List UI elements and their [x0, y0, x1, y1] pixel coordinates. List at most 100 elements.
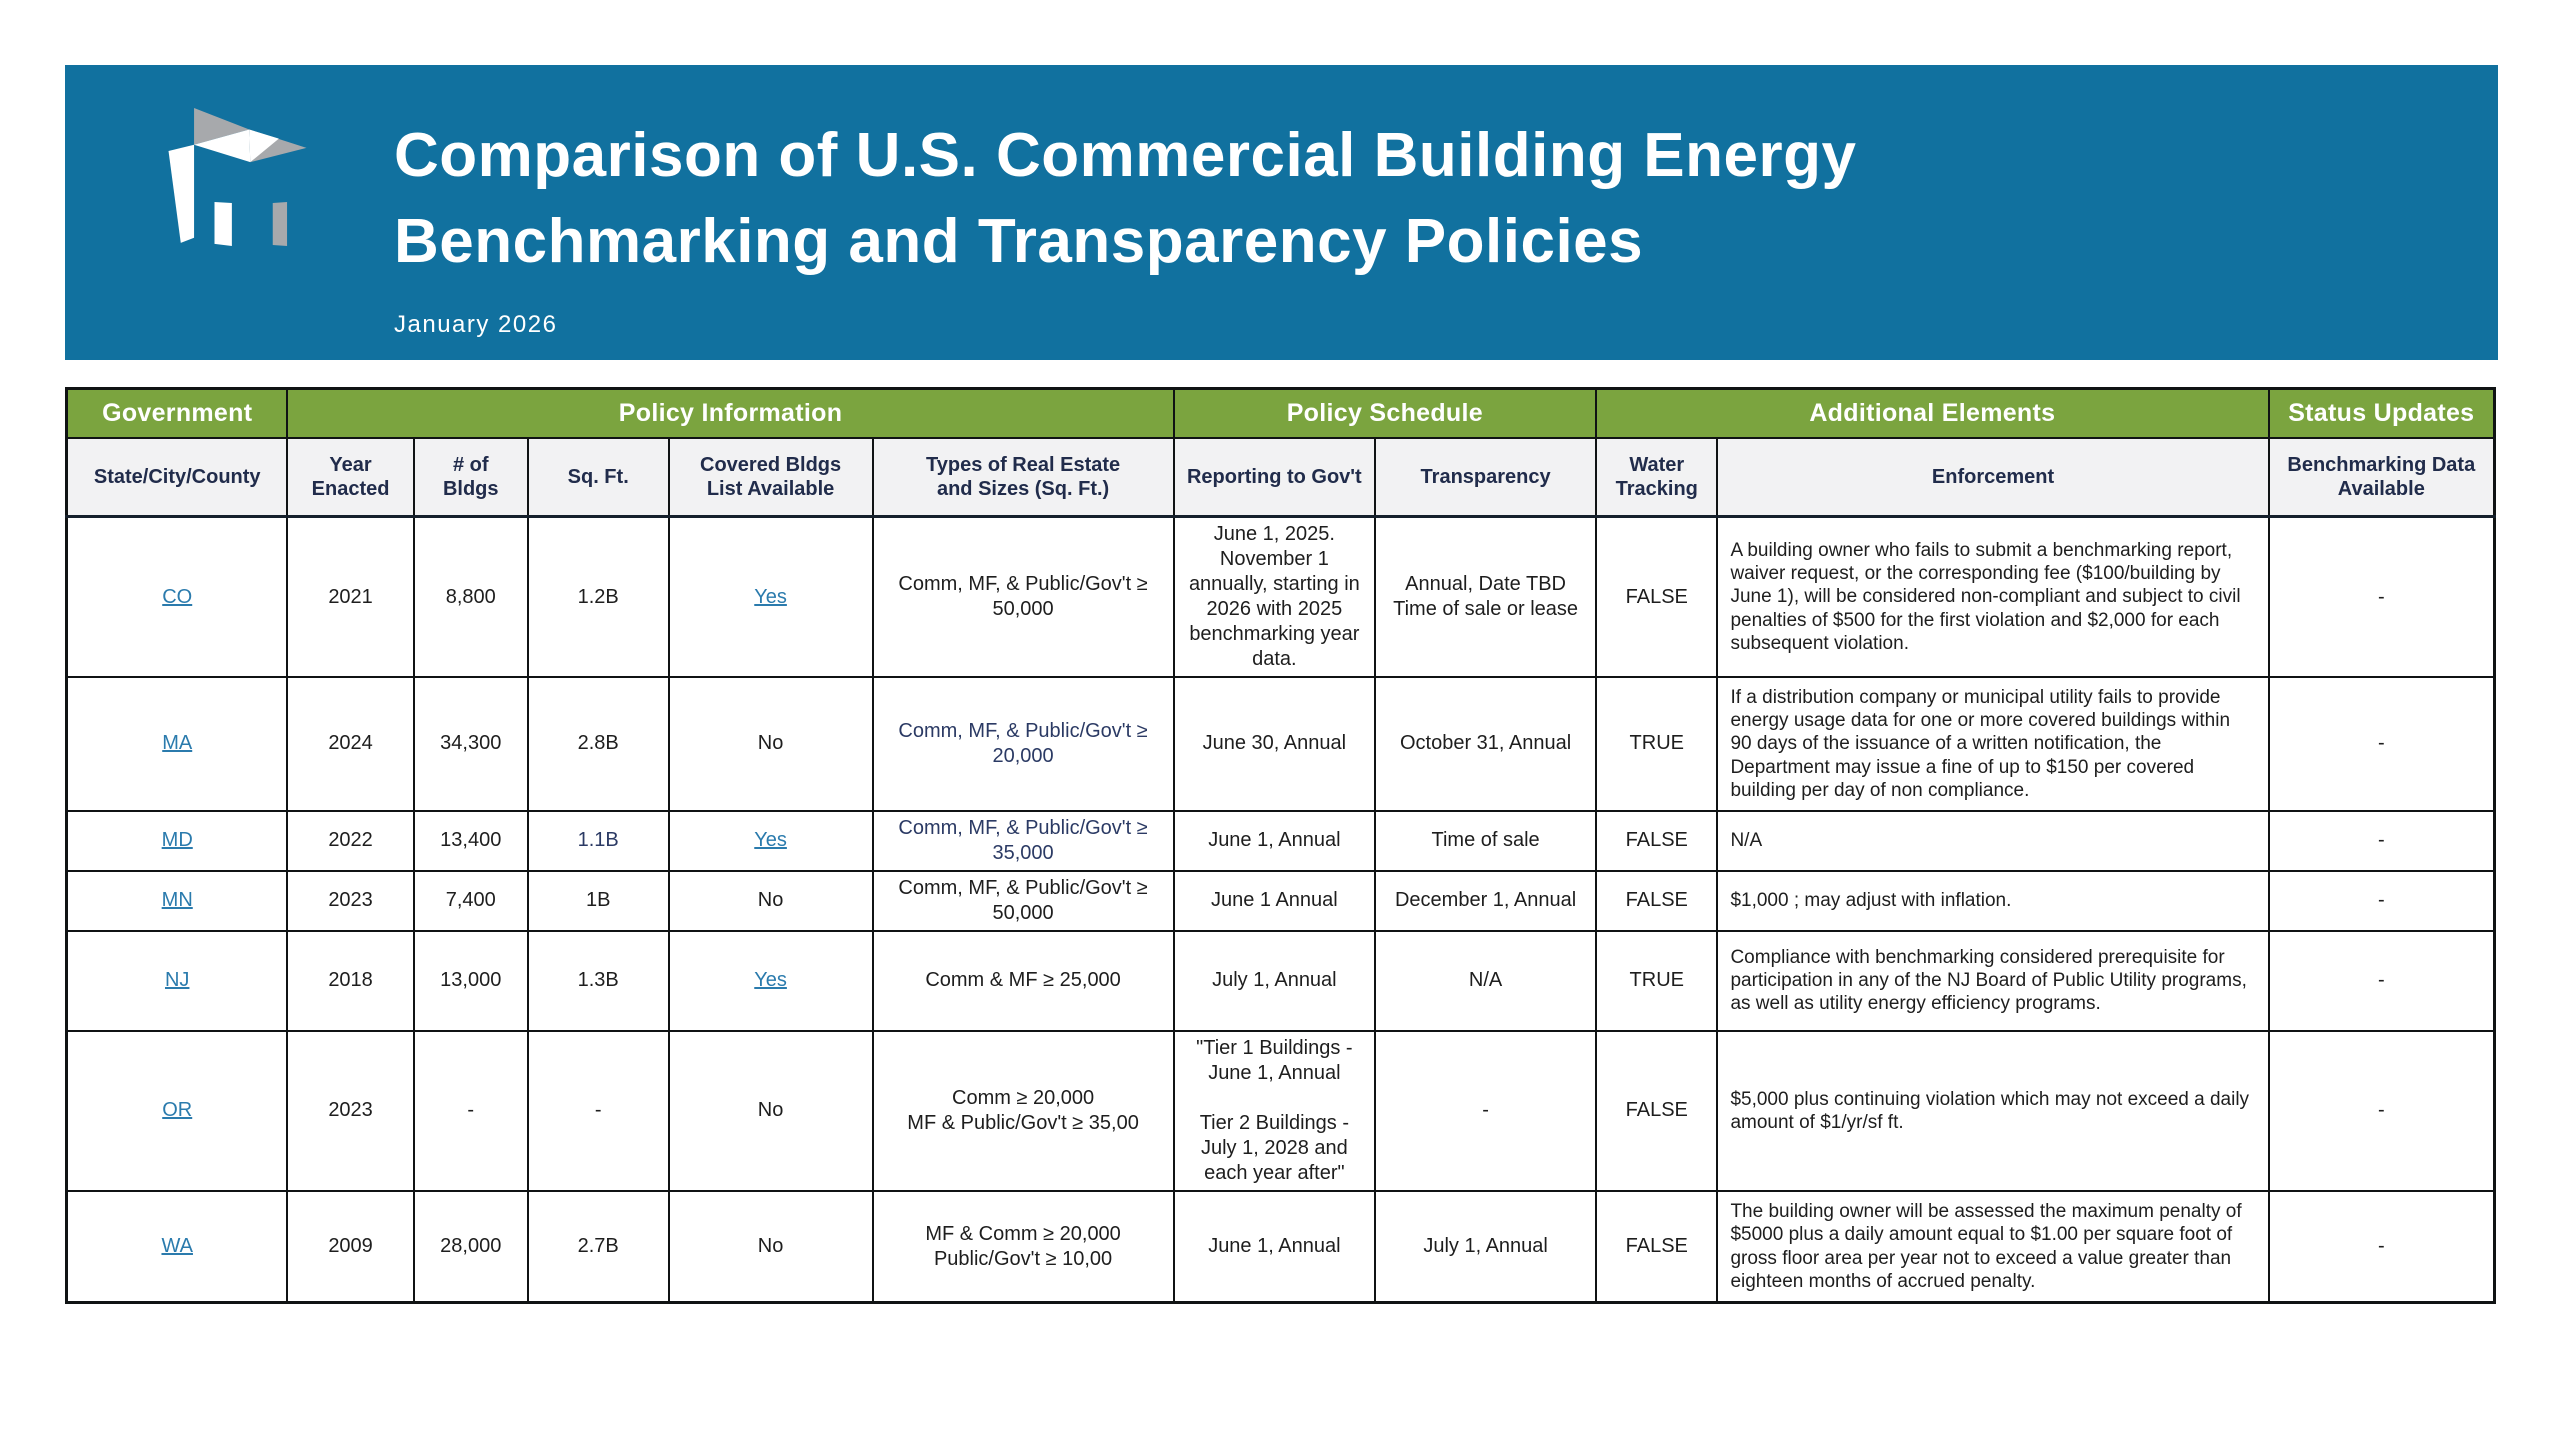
state-link[interactable]: NJ — [164, 969, 190, 992]
cell-state: MD — [65, 809, 289, 872]
cell-state: NJ — [65, 929, 289, 1032]
page-title-line2: Benchmarking and Transparency Policies — [394, 207, 1644, 276]
cell-benchmarking-data: - — [2267, 676, 2496, 812]
cell-types: Comm & MF ≥ 25,000 — [871, 929, 1175, 1032]
col-header-sq-ft: Sq. Ft. — [526, 436, 670, 518]
cell-types: MF & Comm ≥ 20,000 Public/Gov't ≥ 10,00 — [871, 1189, 1175, 1304]
cell-covered-bldgs: No — [667, 676, 874, 812]
state-link[interactable]: OR — [162, 1099, 193, 1122]
col-header-reporting: Reporting to Gov't — [1172, 436, 1377, 518]
cell-benchmarking-data: - — [2267, 515, 2496, 678]
cell-enforcement: A building owner who fails to submit a b… — [1716, 515, 2270, 678]
cell-enforcement: $5,000 plus continuing violation which m… — [1716, 1029, 2270, 1192]
cell-benchmarking-data: - — [2267, 1029, 2496, 1192]
cell-types: Comm, MF, & Public/Gov't ≥ 50,000 — [871, 515, 1175, 678]
cell-transparency: December 1, Annual — [1374, 869, 1598, 932]
cell-state: MN — [65, 869, 289, 932]
cell-reporting: June 1, Annual — [1172, 809, 1377, 872]
cell-transparency: N/A — [1374, 929, 1598, 1032]
covered-list-value: No — [757, 889, 784, 912]
col-header-state: State/City/County — [65, 436, 289, 518]
state-link[interactable]: WA — [161, 1235, 193, 1258]
cell-transparency: Annual, Date TBD Time of sale or lease — [1374, 515, 1598, 678]
cell-sq-ft: 1.3B — [526, 929, 670, 1032]
cell-num-bldgs: 7,400 — [412, 869, 529, 932]
state-link[interactable]: MA — [162, 732, 193, 755]
cell-state: MA — [65, 676, 289, 812]
cell-benchmarking-data: - — [2267, 809, 2496, 872]
table-row: CO 2021 8,800 1.2B Yes Comm, MF, & Publi… — [65, 515, 2496, 678]
cell-state: OR — [65, 1029, 289, 1192]
cell-sq-ft: 1.2B — [526, 515, 670, 678]
cell-num-bldgs: 8,800 — [412, 515, 529, 678]
cell-year-enacted: 2021 — [286, 515, 415, 678]
covered-list-link[interactable]: Yes — [754, 829, 787, 852]
cell-water-tracking: FALSE — [1595, 809, 1719, 872]
cell-benchmarking-data: - — [2267, 869, 2496, 932]
cell-transparency: October 31, Annual — [1374, 676, 1598, 812]
group-header-status-updates: Status Updates — [2267, 387, 2496, 439]
cell-benchmarking-data: - — [2267, 929, 2496, 1032]
cell-year-enacted: 2018 — [286, 929, 415, 1032]
state-link[interactable]: MD — [161, 829, 193, 852]
col-header-water-tracking: Water Tracking — [1595, 436, 1719, 518]
cell-types: Comm, MF, & Public/Gov't ≥ 20,000 — [871, 676, 1175, 812]
cell-covered-bldgs: Yes — [667, 515, 874, 678]
policy-table: Government Policy Information Policy Sch… — [65, 387, 2496, 1305]
cell-reporting: June 1 Annual — [1172, 869, 1377, 932]
cell-year-enacted: 2023 — [286, 869, 415, 932]
cell-water-tracking: FALSE — [1595, 1189, 1719, 1304]
cell-water-tracking: TRUE — [1595, 929, 1719, 1032]
state-link[interactable]: CO — [162, 585, 193, 608]
cell-enforcement: $1,000 ; may adjust with inflation. — [1716, 869, 2270, 932]
table-row: WA 2009 28,000 2.7B No MF & Comm ≥ 20,00… — [65, 1189, 2496, 1304]
cell-reporting: June 30, Annual — [1172, 676, 1377, 812]
cell-transparency: - — [1374, 1029, 1598, 1192]
title-banner: Comparison of U.S. Commercial Building E… — [65, 65, 2498, 360]
cell-sq-ft: 2.8B — [526, 676, 670, 812]
cell-benchmarking-data: - — [2267, 1189, 2496, 1304]
cell-reporting: June 1, Annual — [1172, 1189, 1377, 1304]
cell-enforcement: The building owner will be assessed the … — [1716, 1189, 2270, 1304]
cell-year-enacted: 2024 — [286, 676, 415, 812]
cell-water-tracking: FALSE — [1595, 1029, 1719, 1192]
cell-covered-bldgs: Yes — [667, 929, 874, 1032]
covered-list-link[interactable]: Yes — [754, 585, 787, 608]
cell-enforcement: N/A — [1716, 809, 2270, 872]
covered-list-link[interactable]: Yes — [754, 969, 787, 992]
table-row: NJ 2018 13,000 1.3B Yes Comm & MF ≥ 25,0… — [65, 929, 2496, 1032]
cell-state: CO — [65, 515, 289, 678]
cell-sq-ft: 1B — [526, 869, 670, 932]
state-link[interactable]: MN — [161, 889, 193, 912]
cell-sq-ft: 1.1B — [526, 809, 670, 872]
cell-num-bldgs: 28,000 — [412, 1189, 529, 1304]
cell-num-bldgs: 13,400 — [412, 809, 529, 872]
cell-types: Comm, MF, & Public/Gov't ≥ 50,000 — [871, 869, 1175, 932]
group-header-row: Government Policy Information Policy Sch… — [65, 387, 2496, 439]
cell-covered-bldgs: No — [667, 1189, 874, 1304]
col-header-num-bldgs: # of Bldgs — [412, 436, 529, 518]
table-row: MA 2024 34,300 2.8B No Comm, MF, & Publi… — [65, 676, 2496, 812]
cell-enforcement: If a distribution company or municipal u… — [1716, 676, 2270, 812]
cell-reporting: "Tier 1 Buildings - June 1, Annual Tier … — [1172, 1029, 1377, 1192]
cell-year-enacted: 2009 — [286, 1189, 415, 1304]
cell-covered-bldgs: Yes — [667, 809, 874, 872]
cell-covered-bldgs: No — [667, 1029, 874, 1192]
col-header-enforcement: Enforcement — [1716, 436, 2270, 518]
cell-water-tracking: FALSE — [1595, 869, 1719, 932]
cell-year-enacted: 2022 — [286, 809, 415, 872]
table-row: MN 2023 7,400 1B No Comm, MF, & Public/G… — [65, 869, 2496, 932]
col-header-transparency: Transparency — [1374, 436, 1598, 518]
group-header-government: Government — [65, 387, 289, 439]
group-header-policy-information: Policy Information — [286, 387, 1175, 439]
cell-covered-bldgs: No — [667, 869, 874, 932]
cell-num-bldgs: - — [412, 1029, 529, 1192]
cell-sq-ft: - — [526, 1029, 670, 1192]
cell-num-bldgs: 34,300 — [412, 676, 529, 812]
cell-reporting: June 1, 2025. November 1 annually, start… — [1172, 515, 1377, 678]
group-header-policy-schedule: Policy Schedule — [1172, 387, 1598, 439]
col-header-benchmarking-data: Benchmarking Data Available — [2267, 436, 2496, 518]
cell-state: WA — [65, 1189, 289, 1304]
building-logo-icon — [168, 107, 308, 247]
page-title-line1: Comparison of U.S. Commercial Building E… — [394, 121, 1857, 190]
